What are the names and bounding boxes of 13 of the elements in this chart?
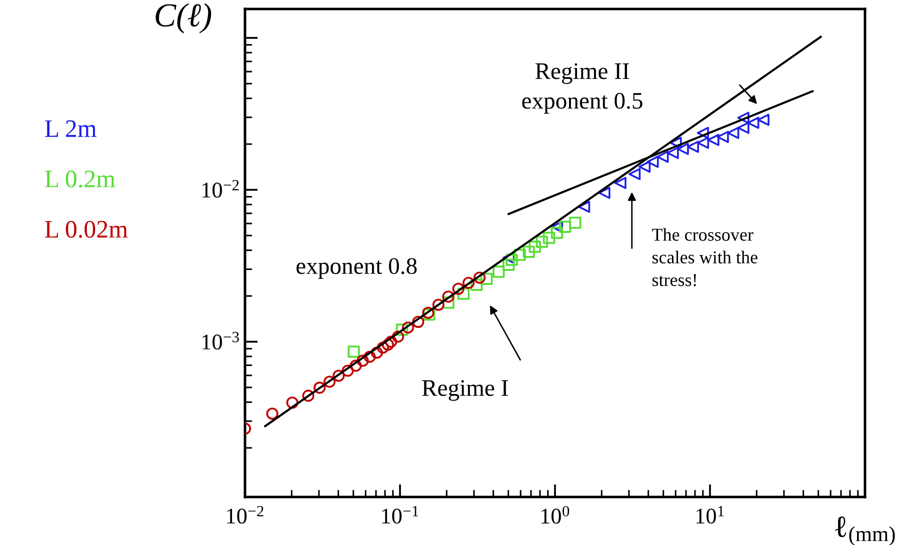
- x-tick-label: 10$^{1}$: [696, 506, 724, 524]
- annotation: exponent 0.8: [296, 258, 417, 279]
- annotation: Regime I: [422, 380, 508, 401]
- x-tick-label: 10$^{−1}$: [382, 506, 418, 524]
- text: L 0.2m: [45, 170, 116, 188]
- annotation: Regime II exponent 0.5: [522, 63, 642, 114]
- x-tick-label: 10$^{−2}$: [227, 506, 264, 524]
- y-tick-label: 10$^{−3}$: [202, 332, 239, 350]
- annotation: The crossover scales with the stress!: [652, 228, 758, 286]
- y-axis-title: C(ℓ): [156, 3, 212, 34]
- text: L 2m: [45, 120, 96, 137]
- text: L 0.02m: [45, 220, 128, 238]
- x-tick-label: 10$^{0}$: [542, 506, 570, 524]
